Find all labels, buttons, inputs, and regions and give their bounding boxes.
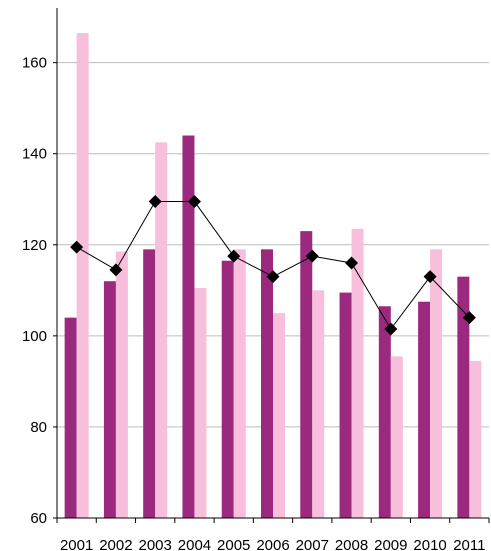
line-marker (305, 249, 319, 263)
line-marker (384, 322, 398, 336)
bar-series-2 (194, 288, 207, 518)
x-tick-label: 2003 (138, 537, 171, 551)
x-tick-label: 2007 (296, 537, 329, 551)
bar-series-1 (103, 281, 116, 518)
bar-series-1 (64, 317, 77, 518)
bar-series-2 (469, 360, 482, 518)
x-tick-label: 2002 (99, 537, 132, 551)
line-marker (70, 240, 84, 254)
bar-series-1 (339, 292, 352, 518)
x-tick-label: 2008 (335, 537, 368, 551)
average-line (70, 195, 476, 336)
bar-series-2 (351, 228, 364, 519)
line-marker (148, 195, 162, 209)
grid-lines (57, 62, 489, 428)
bar-series-1 (182, 135, 195, 518)
x-tick-label: 2010 (413, 537, 446, 551)
line-marker (423, 270, 437, 284)
bar-series-2 (76, 33, 89, 518)
x-tick-label: 2001 (60, 537, 93, 551)
bar-series-2 (390, 356, 403, 518)
y-tick-label: 140 (22, 146, 47, 163)
bar-series-1 (261, 249, 273, 518)
bar-series-1 (457, 276, 470, 518)
bar-series-2 (115, 251, 128, 518)
x-tick-label: 2006 (256, 537, 289, 551)
tick-labels: 60 80 100 120 140 160 2001 2002 2003 2004 2005 2006… (22, 55, 486, 551)
bars (64, 33, 482, 519)
x-tick-label: 2011 (453, 537, 485, 551)
bar-series-2 (273, 313, 285, 518)
y-tick-label: 160 (22, 55, 47, 72)
x-tick-label: 2005 (217, 537, 250, 551)
x-tick-label: 2004 (178, 537, 211, 551)
line-marker (266, 270, 280, 284)
bar-series-2 (155, 142, 168, 518)
bar-series-2 (233, 249, 246, 518)
bar-series-1 (221, 260, 234, 518)
axes (53, 8, 490, 523)
x-tick-label: 2009 (374, 537, 407, 551)
y-tick-label: 120 (22, 237, 47, 254)
line-marker (187, 195, 201, 209)
bar-series-1 (300, 231, 313, 518)
line-marker (109, 263, 123, 277)
bar-series-2 (430, 249, 443, 518)
bar-series-2 (312, 290, 325, 518)
line-marker (462, 311, 476, 325)
bar-series-1 (143, 249, 156, 518)
bar-series-1 (378, 306, 391, 518)
bar-series-1 (418, 301, 431, 518)
y-tick-label: 100 (22, 328, 47, 345)
line-marker (227, 249, 241, 263)
line-marker (345, 256, 359, 270)
y-tick-label: 60 (30, 510, 47, 527)
y-tick-label: 80 (30, 419, 47, 436)
